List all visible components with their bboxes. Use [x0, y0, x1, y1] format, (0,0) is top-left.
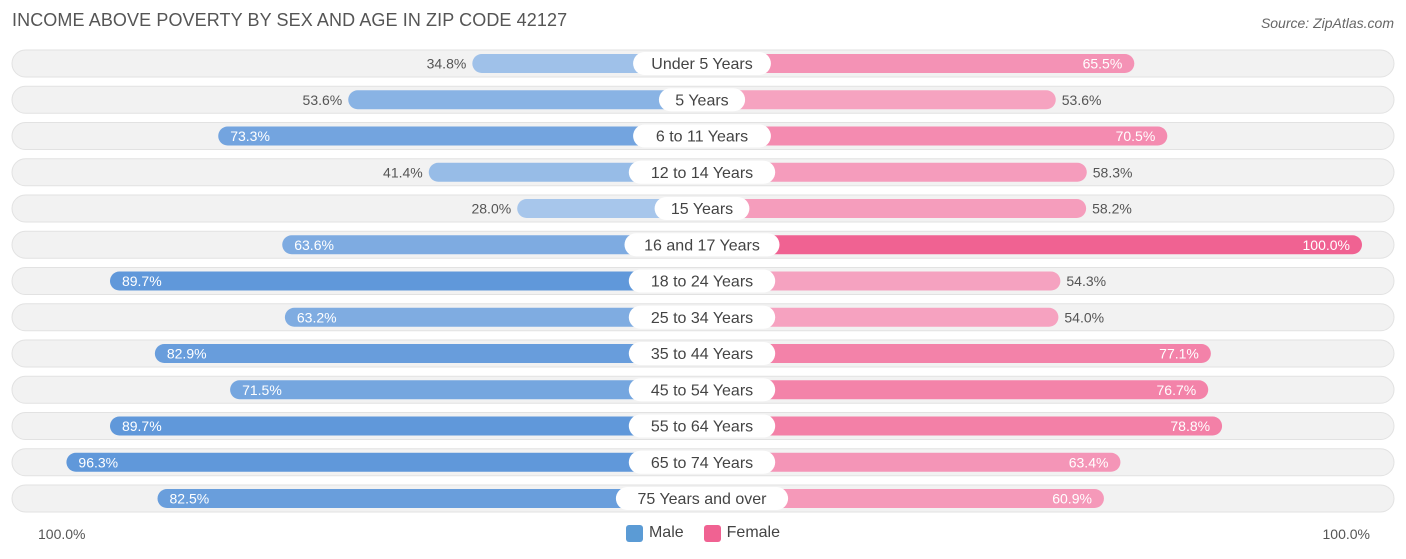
data-label-female: 76.7% — [1157, 382, 1197, 398]
legend-label-female: Female — [726, 524, 781, 541]
axis-right-label: 100.0% — [1322, 526, 1370, 542]
bar-female — [702, 380, 1209, 400]
category-pill — [628, 305, 776, 329]
bar-female — [702, 235, 1362, 255]
bar-chart: 34.8% 65.5% Under 5 Years 53.6% 53.6% 5 Years… — [11, 49, 1395, 513]
data-label-female: 100.0% — [1303, 237, 1350, 253]
bar-male — [348, 90, 702, 110]
bar-male — [66, 452, 703, 472]
bar-female — [702, 307, 1059, 327]
data-label-female: 70.5% — [1116, 128, 1156, 144]
data-label-male: 82.5% — [170, 491, 210, 507]
data-label-male: 82.9% — [167, 346, 207, 362]
bar-male — [157, 489, 702, 508]
data-label-female: 63.4% — [1069, 454, 1109, 470]
category-label: Under 5 Years — [651, 56, 752, 73]
bar-male — [284, 307, 702, 327]
data-label-male: 53.6% — [303, 92, 343, 108]
data-label-male: 63.2% — [297, 309, 337, 325]
data-label-female: 77.1% — [1159, 346, 1199, 362]
category-pill — [654, 197, 750, 220]
category-label: 15 Years — [671, 201, 733, 218]
bar-female — [702, 54, 1135, 73]
category-label: 35 to 44 Years — [651, 346, 753, 363]
data-label-female: 60.9% — [1052, 491, 1092, 507]
category-pill — [633, 124, 771, 148]
category-label: 5 Years — [675, 92, 728, 109]
data-label-male: 89.7% — [122, 418, 162, 434]
data-label-male: 28.0% — [471, 201, 511, 217]
category-label: 55 to 64 Years — [651, 419, 753, 436]
bar-male — [282, 235, 702, 255]
data-label-female: 54.3% — [1066, 273, 1106, 289]
data-label-male: 89.7% — [122, 273, 162, 289]
data-label-male: 73.3% — [230, 128, 270, 144]
axis-left-label: 100.0% — [38, 526, 86, 542]
bar-female — [702, 344, 1211, 363]
data-label-female: 53.6% — [1062, 92, 1102, 108]
category-pill — [633, 52, 771, 75]
data-label-male: 71.5% — [242, 382, 282, 398]
category-label: 75 Years and over — [638, 491, 768, 508]
category-pill — [628, 450, 776, 474]
bar-male — [109, 271, 703, 291]
bar-female — [702, 416, 1223, 436]
category-label: 65 to 74 Years — [651, 455, 753, 472]
category-pill — [615, 487, 789, 510]
data-label-female: 58.3% — [1093, 164, 1133, 180]
category-pill — [624, 233, 780, 257]
bar-female — [702, 452, 1121, 472]
data-label-female: 78.8% — [1170, 418, 1210, 434]
bar-female — [702, 126, 1168, 146]
category-pill — [628, 342, 776, 365]
bar-female — [702, 271, 1061, 291]
category-label: 6 to 11 Years — [656, 129, 748, 146]
bar-male — [109, 416, 703, 436]
legend-swatch-male — [625, 524, 643, 542]
category-label: 45 to 54 Years — [651, 382, 753, 399]
category-label: 18 to 24 Years — [651, 274, 753, 291]
data-label-male: 96.3% — [78, 454, 118, 470]
category-pill — [628, 414, 776, 438]
category-pill — [628, 269, 776, 293]
data-label-female: 54.0% — [1064, 309, 1104, 325]
source-label: Source: ZipAtlas.com — [1260, 15, 1394, 31]
chart-title: INCOME ABOVE POVERTY BY SEX AND AGE IN Z… — [12, 10, 568, 30]
category-pill — [628, 378, 776, 402]
legend-swatch-female — [703, 524, 721, 542]
bar-female — [702, 199, 1087, 218]
data-label-female: 58.2% — [1092, 201, 1132, 217]
legend-label-male: Male — [648, 524, 684, 541]
data-label-female: 65.5% — [1083, 56, 1123, 72]
bar-female — [702, 162, 1087, 182]
legend: Male Female — [0, 524, 1406, 542]
bar-male — [218, 126, 702, 146]
data-label-male: 34.8% — [427, 56, 467, 72]
bar-female — [702, 90, 1056, 110]
category-pill — [658, 88, 746, 112]
bar-male — [154, 344, 703, 363]
bar-female — [702, 489, 1104, 508]
legend-item-female: Female — [703, 524, 781, 542]
legend-item-male: Male — [625, 524, 684, 542]
category-label: 12 to 14 Years — [651, 165, 753, 182]
category-label: 16 and 17 Years — [644, 237, 760, 254]
category-pill — [628, 160, 776, 184]
data-label-male: 41.4% — [383, 164, 423, 180]
data-label-male: 63.6% — [294, 237, 334, 253]
bar-male — [230, 380, 702, 400]
category-label: 25 to 34 Years — [651, 310, 753, 327]
